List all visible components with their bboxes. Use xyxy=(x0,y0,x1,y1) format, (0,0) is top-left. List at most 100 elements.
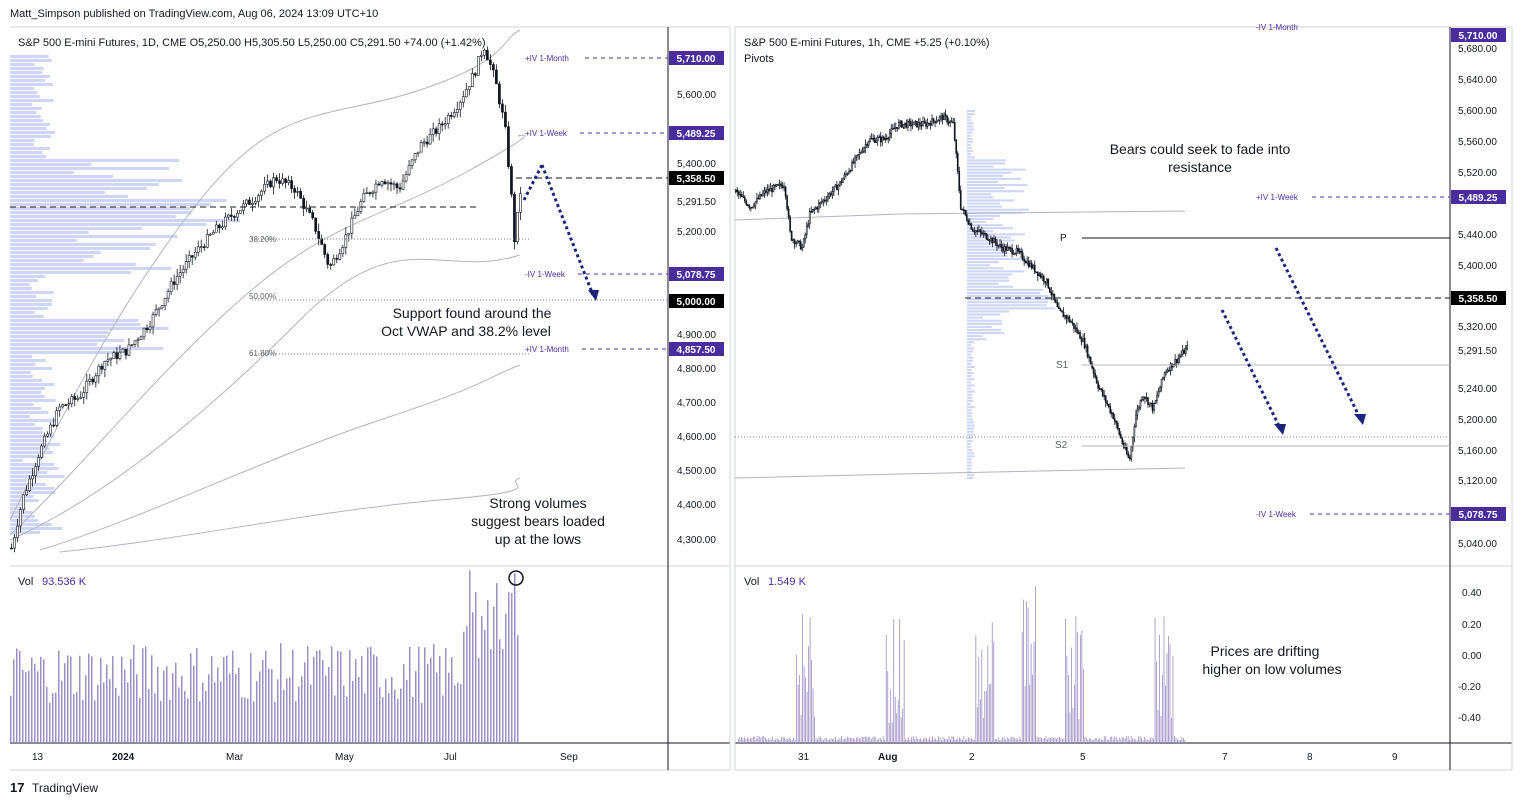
profile-row xyxy=(10,323,141,326)
volume-bar xyxy=(508,592,510,743)
profile-row xyxy=(10,207,190,210)
volume-bar xyxy=(944,738,945,743)
candle-body xyxy=(1129,457,1131,460)
candle-body xyxy=(115,352,119,359)
right-x-tick: 8 xyxy=(1307,752,1313,763)
candle-body xyxy=(1056,302,1059,308)
candle-body xyxy=(917,122,920,128)
candle-body xyxy=(1061,310,1063,313)
candle-body xyxy=(879,136,882,143)
volume-bar xyxy=(1074,684,1075,743)
volume-bar xyxy=(1044,737,1045,743)
volume-bar xyxy=(870,738,872,743)
candle-body xyxy=(46,433,50,437)
candle-body xyxy=(973,231,976,233)
candle-body xyxy=(961,208,964,211)
profile-row xyxy=(967,298,1051,301)
volume-bar xyxy=(1036,736,1038,743)
volume-bar xyxy=(274,701,276,743)
volume-bar xyxy=(1105,736,1107,743)
profile-row xyxy=(10,507,26,510)
candle-body xyxy=(882,136,885,140)
volume-bar xyxy=(259,671,261,743)
candle-body xyxy=(196,246,200,253)
profile-row xyxy=(10,271,132,274)
profile-row xyxy=(10,487,55,490)
left-fib-labels: 38.20% 50.00% 61.80% xyxy=(249,235,276,358)
profile-row xyxy=(10,123,51,126)
candle-body xyxy=(1064,315,1066,318)
candle-body xyxy=(990,237,992,242)
candle-body xyxy=(461,96,465,103)
candle-body xyxy=(109,358,113,361)
volume-bar xyxy=(325,675,327,743)
volume-bar xyxy=(876,739,878,743)
volume-bar xyxy=(835,737,836,743)
volume-bar xyxy=(247,698,249,743)
volume-bar xyxy=(169,699,171,743)
volume-bar xyxy=(154,693,156,743)
volume-bar xyxy=(738,738,739,743)
volume-bar xyxy=(829,739,830,743)
volume-bar xyxy=(832,739,833,743)
profile-row xyxy=(10,355,33,358)
left-y-tick: 4,900.00 xyxy=(677,330,716,341)
profile-row xyxy=(10,391,42,394)
candle-body xyxy=(811,209,814,212)
left-y-tick: 4,500.00 xyxy=(677,466,716,477)
volume-bar xyxy=(1165,685,1166,743)
candle-body xyxy=(830,193,832,196)
candle-body xyxy=(858,152,861,155)
volume-bar xyxy=(866,736,868,743)
candle-body xyxy=(133,340,137,345)
volume-bar xyxy=(909,739,911,743)
volume-bar xyxy=(52,693,54,743)
volume-bar xyxy=(121,656,123,743)
volume-bar xyxy=(1183,738,1184,743)
candle-body xyxy=(85,380,89,393)
candle-body xyxy=(1009,247,1012,249)
left-x-tick: Jul xyxy=(444,752,457,763)
profile-row xyxy=(967,140,974,143)
volume-bar xyxy=(1184,739,1186,743)
volume-bar xyxy=(175,662,177,743)
candle-body xyxy=(828,193,831,197)
profile-row xyxy=(10,111,37,114)
volume-bar xyxy=(388,693,390,743)
candle-body xyxy=(1115,420,1118,424)
profile-row xyxy=(10,379,43,382)
candle-body xyxy=(353,215,357,219)
volume-bar xyxy=(19,650,21,743)
candle-body xyxy=(284,178,287,183)
candle-body xyxy=(861,151,864,153)
volume-bar xyxy=(1178,739,1180,743)
profile-row xyxy=(967,174,1004,177)
profile-row xyxy=(10,395,45,398)
profile-row xyxy=(967,137,973,140)
candle-body xyxy=(928,122,930,125)
volume-bar xyxy=(1018,736,1020,743)
candle-body xyxy=(431,128,435,135)
left-levels xyxy=(10,57,668,355)
volume-bar xyxy=(418,646,420,743)
profile-row xyxy=(10,371,31,374)
candle-body xyxy=(1136,408,1139,416)
tradingview-logo[interactable]: 17 TradingView xyxy=(10,780,98,795)
volume-bar xyxy=(373,654,375,743)
volume-bar xyxy=(1102,739,1104,743)
volume-bar xyxy=(1103,736,1105,743)
candle-body xyxy=(25,490,28,496)
left-price-tags: 5,710.00 5,489.25 5,358.50 5,291.50 5,07… xyxy=(669,51,724,356)
left-x-tick: Mar xyxy=(226,752,244,763)
volume-bar xyxy=(872,737,874,743)
profile-row xyxy=(10,135,51,138)
profile-row xyxy=(10,367,53,370)
right-price-candles xyxy=(734,109,1189,462)
candle-body xyxy=(73,396,77,400)
profile-row xyxy=(967,347,975,350)
volume-bar xyxy=(896,713,898,743)
profile-row xyxy=(10,71,43,74)
volume-bar xyxy=(490,649,492,743)
volume-bar xyxy=(118,695,120,743)
